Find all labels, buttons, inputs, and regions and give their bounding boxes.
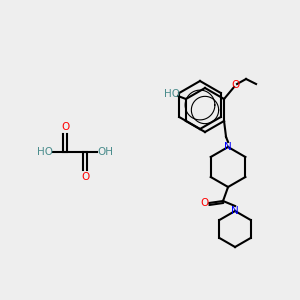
Text: N: N — [224, 142, 232, 152]
Text: O: O — [231, 80, 239, 90]
Text: HO: HO — [164, 89, 180, 99]
Text: O: O — [81, 172, 89, 182]
Text: HO: HO — [37, 147, 53, 157]
Text: OH: OH — [97, 147, 113, 157]
Text: N: N — [231, 206, 239, 216]
Text: O: O — [200, 198, 208, 208]
Text: O: O — [61, 122, 69, 132]
